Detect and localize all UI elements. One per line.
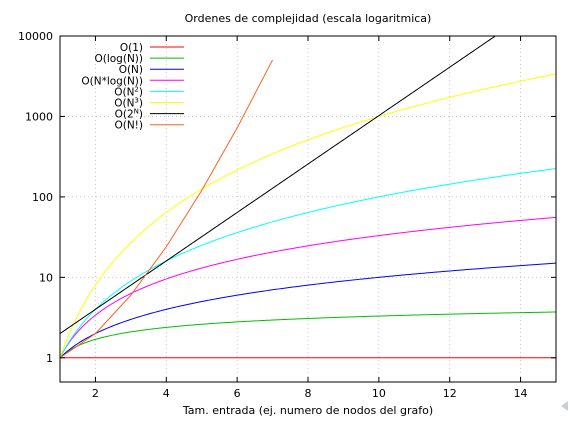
x-tick-label: 4: [163, 387, 170, 400]
x-tick-label: 8: [305, 387, 312, 400]
x-tick-label: 10: [372, 387, 386, 400]
x-axis-label: Tam. entrada (ej. numero de nodos del gr…: [182, 404, 433, 417]
series-line: [59, 73, 557, 358]
x-tick-label: 12: [443, 387, 457, 400]
series-line: [59, 311, 557, 359]
legend-label: O(log(N)): [94, 53, 143, 65]
series-line: [59, 216, 557, 359]
y-tick-label: 1: [46, 352, 53, 365]
legend-label: O(N*log(N)): [81, 75, 143, 87]
y-tick-label: 10: [39, 271, 53, 284]
series-line: [59, 168, 557, 359]
series-line: [59, 35, 496, 334]
chart-title: Ordenes de complejidad (escala logaritmi…: [185, 12, 432, 25]
legend-label: O(2N): [115, 108, 143, 121]
legend-label: O(N): [119, 64, 143, 76]
legend-label: O(1): [120, 42, 143, 54]
series-lines: [59, 35, 557, 359]
series-line: [59, 59, 274, 359]
y-tick-label: 1000: [25, 110, 53, 123]
legend-label: O(N!): [114, 120, 143, 132]
y-tick-label: 100: [32, 191, 53, 204]
x-tick-label: 14: [514, 387, 528, 400]
y-tick-label: 10000: [18, 30, 53, 43]
nav-arrow-icon[interactable]: [561, 401, 568, 411]
x-tick-label: 2: [92, 387, 99, 400]
x-tick-label: 6: [234, 387, 241, 400]
series-line: [59, 262, 557, 359]
legend: O(1)O(log(N))O(N)O(N*log(N))O(N2)O(N3)O(…: [81, 42, 184, 132]
axis-ticks: 2 4 6 8 10 12 14 1 10 100 1000 10000: [18, 30, 556, 400]
